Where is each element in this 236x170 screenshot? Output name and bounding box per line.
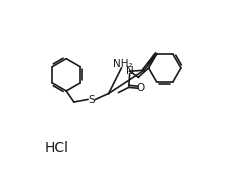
Text: HCl: HCl — [45, 141, 69, 155]
Text: NH₂: NH₂ — [113, 59, 133, 69]
Text: O: O — [137, 83, 145, 93]
Text: N: N — [126, 66, 134, 76]
Text: S: S — [88, 95, 95, 105]
